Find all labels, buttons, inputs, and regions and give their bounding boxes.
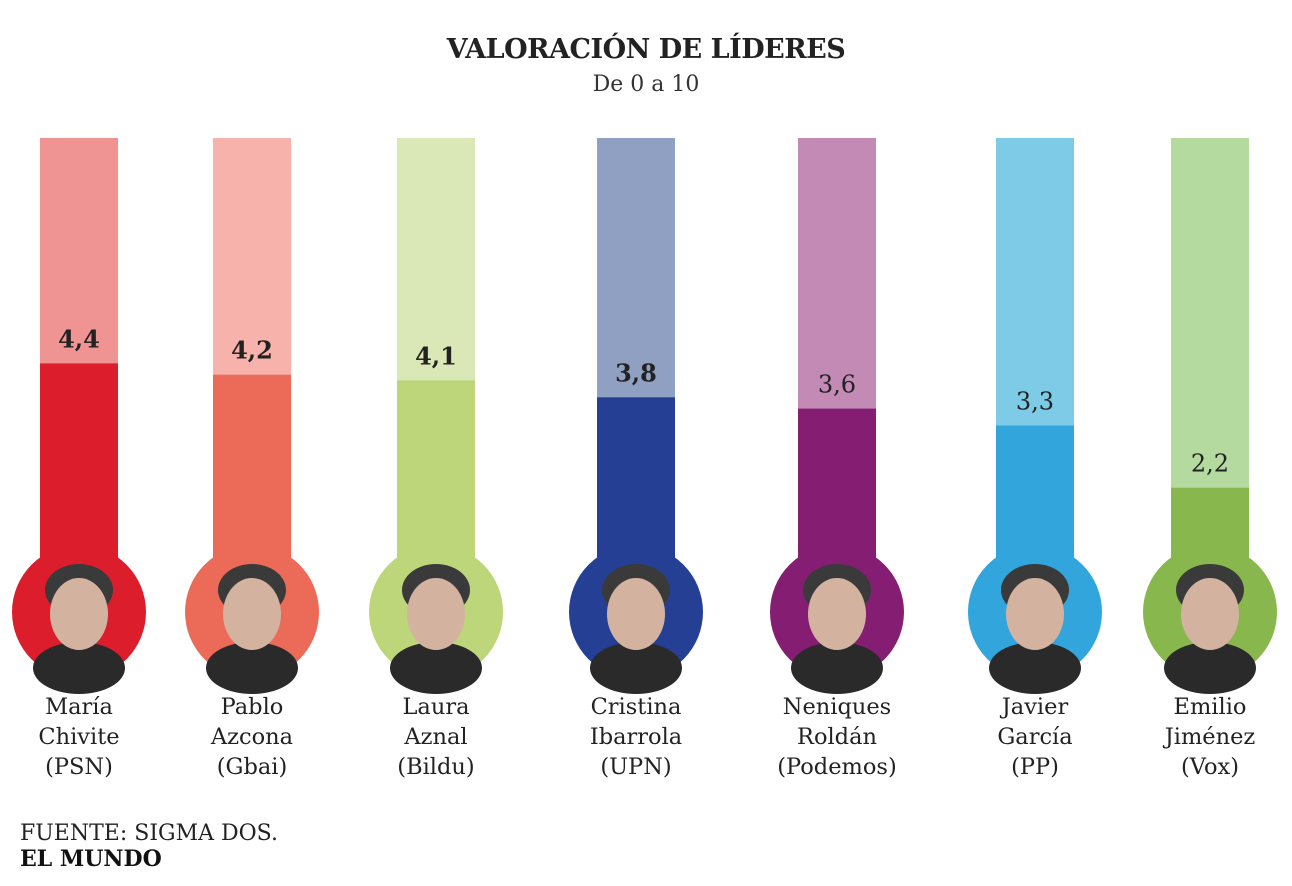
leader-name-label: García	[997, 724, 1072, 750]
leader-name-label: María	[45, 694, 113, 720]
bar-value-label: 2,2	[1191, 450, 1229, 478]
bar-value-label: 3,6	[818, 371, 856, 399]
leader-name-label: Emilio	[1174, 694, 1247, 720]
avatar	[590, 564, 682, 694]
leader-name-label: Jiménez	[1163, 724, 1256, 750]
leader-name-label: Chivite	[38, 724, 119, 750]
avatar-shoulders	[590, 642, 682, 694]
avatar	[33, 564, 125, 694]
bar-value-label: 4,1	[415, 341, 457, 370]
party-label: (Bildu)	[397, 754, 474, 780]
brand-logo-text: EL MUNDO	[20, 846, 162, 872]
avatar	[390, 564, 482, 694]
bar-value-label: 3,8	[615, 358, 657, 387]
bar-value-label: 4,4	[58, 324, 100, 353]
avatar-shoulders	[791, 642, 883, 694]
avatar-shoulders	[1164, 642, 1256, 694]
party-label: (UPN)	[600, 754, 671, 780]
avatar	[206, 564, 298, 694]
avatar-face	[223, 578, 281, 650]
leader-name-label: Ibarrola	[590, 724, 682, 750]
avatar-shoulders	[390, 642, 482, 694]
avatar-face	[50, 578, 108, 650]
avatar-face	[1181, 578, 1239, 650]
bar-value-label: 4,2	[231, 336, 273, 365]
party-label: (Podemos)	[777, 754, 896, 780]
avatar	[989, 564, 1081, 694]
leader-name-label: Pablo	[221, 694, 284, 720]
avatar-shoulders	[206, 642, 298, 694]
leader-name-label: Roldán	[797, 724, 877, 750]
avatar-shoulders	[989, 642, 1081, 694]
leader-name-label: Aznal	[403, 724, 467, 750]
avatar-face	[607, 578, 665, 650]
avatar	[791, 564, 883, 694]
bar-value-label: 3,3	[1016, 388, 1054, 416]
source-note: FUENTE: SIGMA DOS.	[20, 821, 278, 846]
avatar-face	[808, 578, 866, 650]
chart-subtitle: De 0 a 10	[593, 72, 700, 97]
avatar	[1164, 564, 1256, 694]
avatar-shoulders	[33, 642, 125, 694]
party-label: (PSN)	[45, 754, 113, 780]
chart-title: VALORACIÓN DE LÍDERES	[446, 31, 845, 65]
leader-name-label: Laura	[402, 694, 469, 720]
bars-group: 4,4 María Chivite (PSN) 4,2 Pablo Azcona (Gbai)…	[12, 138, 1277, 780]
leader-name-label: Neniques	[783, 694, 891, 720]
avatar-face	[407, 578, 465, 650]
party-label: (PP)	[1011, 754, 1059, 780]
leader-name-label: Cristina	[591, 694, 682, 720]
party-label: (Gbai)	[217, 754, 288, 780]
avatar-face	[1006, 578, 1064, 650]
leader-name-label: Javier	[1000, 694, 1069, 720]
leader-name-label: Azcona	[210, 724, 293, 750]
party-label: (Vox)	[1181, 754, 1239, 780]
